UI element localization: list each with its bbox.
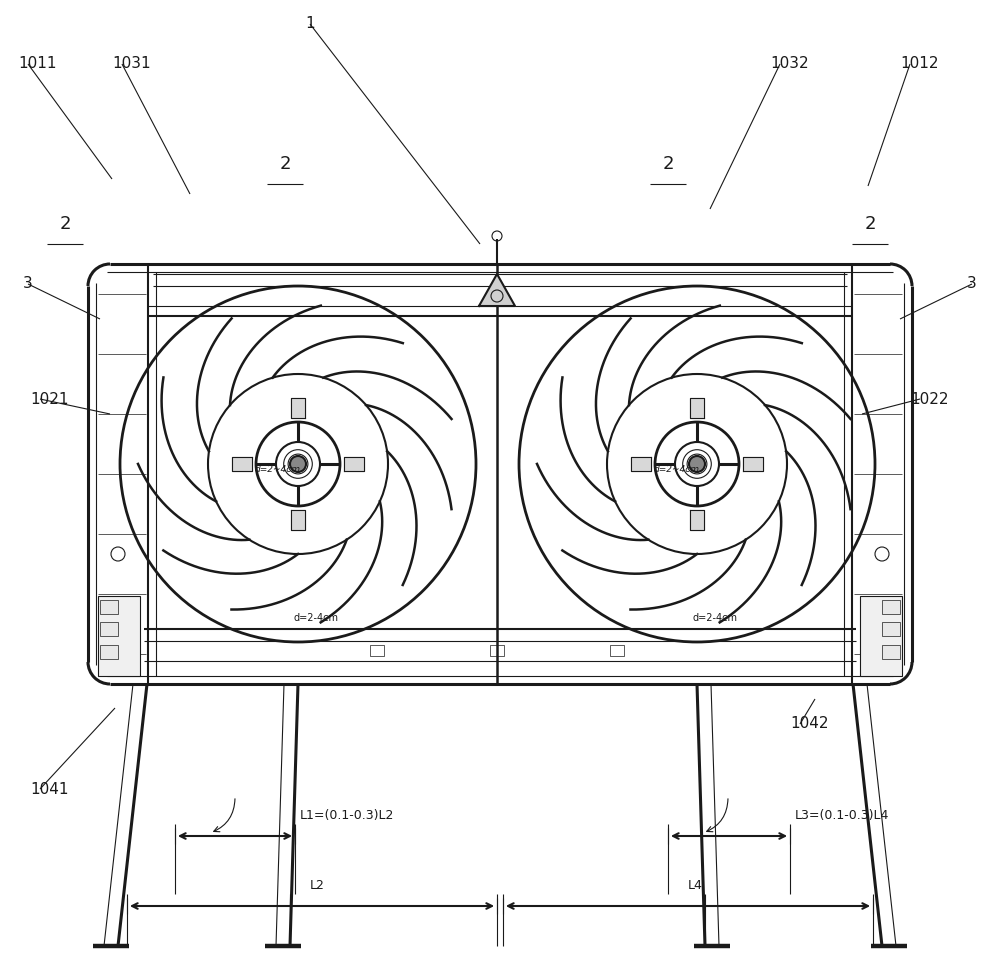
Circle shape xyxy=(290,456,306,472)
Polygon shape xyxy=(690,510,704,530)
Text: 2: 2 xyxy=(59,215,71,233)
Text: 1021: 1021 xyxy=(30,391,68,407)
Text: 3: 3 xyxy=(23,277,33,291)
Text: 3: 3 xyxy=(967,277,977,291)
Bar xyxy=(100,600,118,614)
Text: 1011: 1011 xyxy=(18,57,56,71)
Bar xyxy=(882,622,900,636)
Text: L3=(0.1-0.3)L4: L3=(0.1-0.3)L4 xyxy=(795,809,889,822)
Bar xyxy=(100,645,118,659)
Text: 2: 2 xyxy=(279,155,291,173)
Text: L1=(0.1-0.3)L2: L1=(0.1-0.3)L2 xyxy=(300,809,394,822)
Bar xyxy=(490,645,504,656)
Bar xyxy=(882,600,900,614)
Text: d=2-4cm: d=2-4cm xyxy=(294,613,338,623)
Bar xyxy=(882,645,900,659)
Circle shape xyxy=(689,456,705,472)
Polygon shape xyxy=(743,457,763,471)
Text: 1022: 1022 xyxy=(910,391,948,407)
Polygon shape xyxy=(291,398,305,418)
Polygon shape xyxy=(344,457,364,471)
Polygon shape xyxy=(291,510,305,530)
Bar xyxy=(370,645,384,656)
Text: 1012: 1012 xyxy=(900,57,938,71)
Text: 2: 2 xyxy=(864,215,876,233)
Text: 1042: 1042 xyxy=(790,716,828,732)
Text: 1031: 1031 xyxy=(112,57,151,71)
Text: L4: L4 xyxy=(688,879,703,892)
Text: d=2-4cm: d=2-4cm xyxy=(692,613,738,623)
Text: d=2~4cm: d=2~4cm xyxy=(255,465,301,473)
Polygon shape xyxy=(690,398,704,418)
Bar xyxy=(98,596,140,676)
Text: 2: 2 xyxy=(662,155,674,173)
Bar xyxy=(860,596,902,676)
Bar xyxy=(610,645,624,656)
Text: 1: 1 xyxy=(305,16,315,32)
Bar xyxy=(100,622,118,636)
Text: L2: L2 xyxy=(310,879,325,892)
Polygon shape xyxy=(232,457,252,471)
Text: d=2~4cm: d=2~4cm xyxy=(654,465,700,473)
Polygon shape xyxy=(479,274,515,306)
Polygon shape xyxy=(631,457,651,471)
Text: 1032: 1032 xyxy=(770,57,809,71)
Text: 1041: 1041 xyxy=(30,782,68,796)
